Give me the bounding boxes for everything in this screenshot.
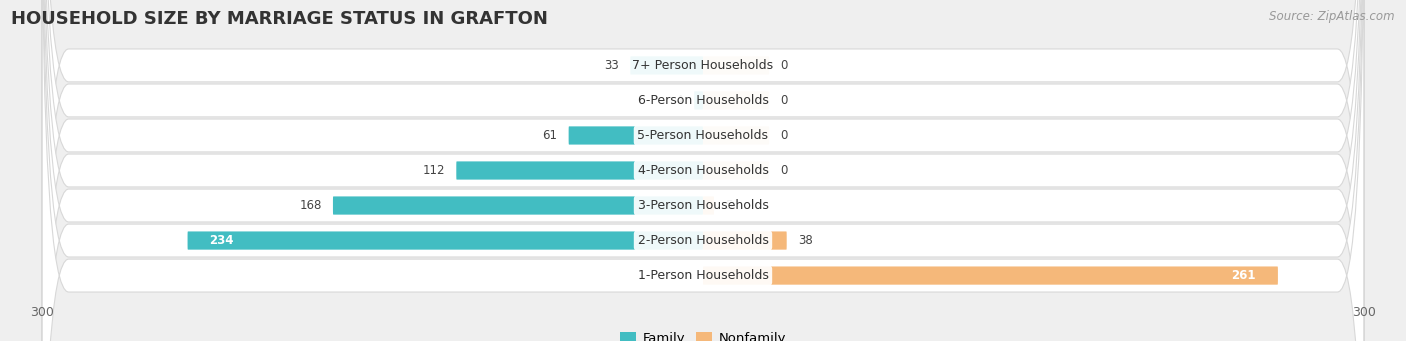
Text: 61: 61: [543, 129, 558, 142]
FancyBboxPatch shape: [42, 0, 1364, 341]
Text: 5: 5: [725, 199, 733, 212]
FancyBboxPatch shape: [42, 0, 1364, 341]
Text: 234: 234: [209, 234, 233, 247]
Text: 38: 38: [797, 234, 813, 247]
Text: 0: 0: [780, 129, 787, 142]
Text: 6-Person Households: 6-Person Households: [637, 94, 769, 107]
Text: 7+ Person Households: 7+ Person Households: [633, 59, 773, 72]
FancyBboxPatch shape: [703, 127, 769, 145]
Text: 2-Person Households: 2-Person Households: [637, 234, 769, 247]
FancyBboxPatch shape: [568, 127, 703, 145]
FancyBboxPatch shape: [42, 0, 1364, 341]
FancyBboxPatch shape: [333, 196, 703, 214]
Text: 168: 168: [299, 199, 322, 212]
FancyBboxPatch shape: [630, 56, 703, 75]
FancyBboxPatch shape: [42, 0, 1364, 341]
Text: 5-Person Households: 5-Person Households: [637, 129, 769, 142]
FancyBboxPatch shape: [42, 0, 1364, 341]
FancyBboxPatch shape: [703, 266, 1278, 285]
FancyBboxPatch shape: [695, 91, 703, 109]
Text: HOUSEHOLD SIZE BY MARRIAGE STATUS IN GRAFTON: HOUSEHOLD SIZE BY MARRIAGE STATUS IN GRA…: [11, 10, 548, 28]
FancyBboxPatch shape: [703, 232, 787, 250]
Text: 112: 112: [423, 164, 446, 177]
FancyBboxPatch shape: [703, 91, 769, 109]
Text: 4-Person Households: 4-Person Households: [637, 164, 769, 177]
FancyBboxPatch shape: [187, 232, 703, 250]
Text: 0: 0: [780, 94, 787, 107]
FancyBboxPatch shape: [703, 196, 714, 214]
Text: 0: 0: [780, 164, 787, 177]
Text: 0: 0: [780, 59, 787, 72]
Text: Source: ZipAtlas.com: Source: ZipAtlas.com: [1270, 10, 1395, 23]
Text: 1-Person Households: 1-Person Households: [637, 269, 769, 282]
Text: 261: 261: [1232, 269, 1256, 282]
Text: 3-Person Households: 3-Person Households: [637, 199, 769, 212]
Legend: Family, Nonfamily: Family, Nonfamily: [614, 327, 792, 341]
FancyBboxPatch shape: [703, 161, 769, 180]
FancyBboxPatch shape: [457, 161, 703, 180]
FancyBboxPatch shape: [42, 0, 1364, 341]
Text: 33: 33: [605, 59, 619, 72]
FancyBboxPatch shape: [703, 56, 769, 75]
Text: 4: 4: [676, 94, 683, 107]
FancyBboxPatch shape: [42, 0, 1364, 341]
